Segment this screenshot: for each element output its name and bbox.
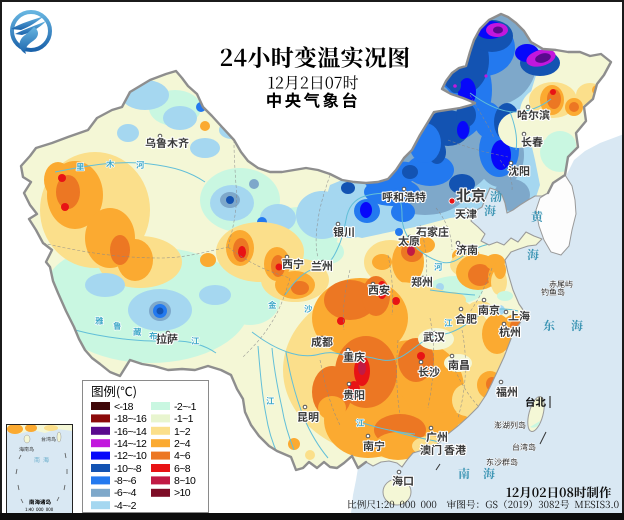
svg-text:-2~-1: -2~-1 [174, 401, 197, 413]
svg-text:-18~-16: -18~-16 [114, 413, 147, 425]
svg-text:6~8: 6~8 [174, 463, 191, 475]
svg-text:2~4: 2~4 [174, 438, 191, 450]
svg-text:8~10: 8~10 [174, 475, 196, 487]
svg-text:-10~-8: -10~-8 [114, 463, 142, 475]
svg-text:<-18: <-18 [114, 401, 134, 413]
svg-text:-16~-14: -16~-14 [114, 426, 147, 438]
svg-text:4~6: 4~6 [174, 450, 191, 462]
svg-text:-6~-4: -6~-4 [114, 487, 137, 499]
svg-text:-1~1: -1~1 [174, 413, 194, 425]
svg-text:1~2: 1~2 [174, 426, 191, 438]
svg-text:>10: >10 [174, 487, 191, 499]
svg-text:-12~-10: -12~-10 [114, 450, 147, 462]
svg-text:-4~-2: -4~-2 [114, 500, 137, 512]
svg-text:-8~-6: -8~-6 [114, 475, 137, 487]
svg-text:-14~-12: -14~-12 [114, 438, 147, 450]
